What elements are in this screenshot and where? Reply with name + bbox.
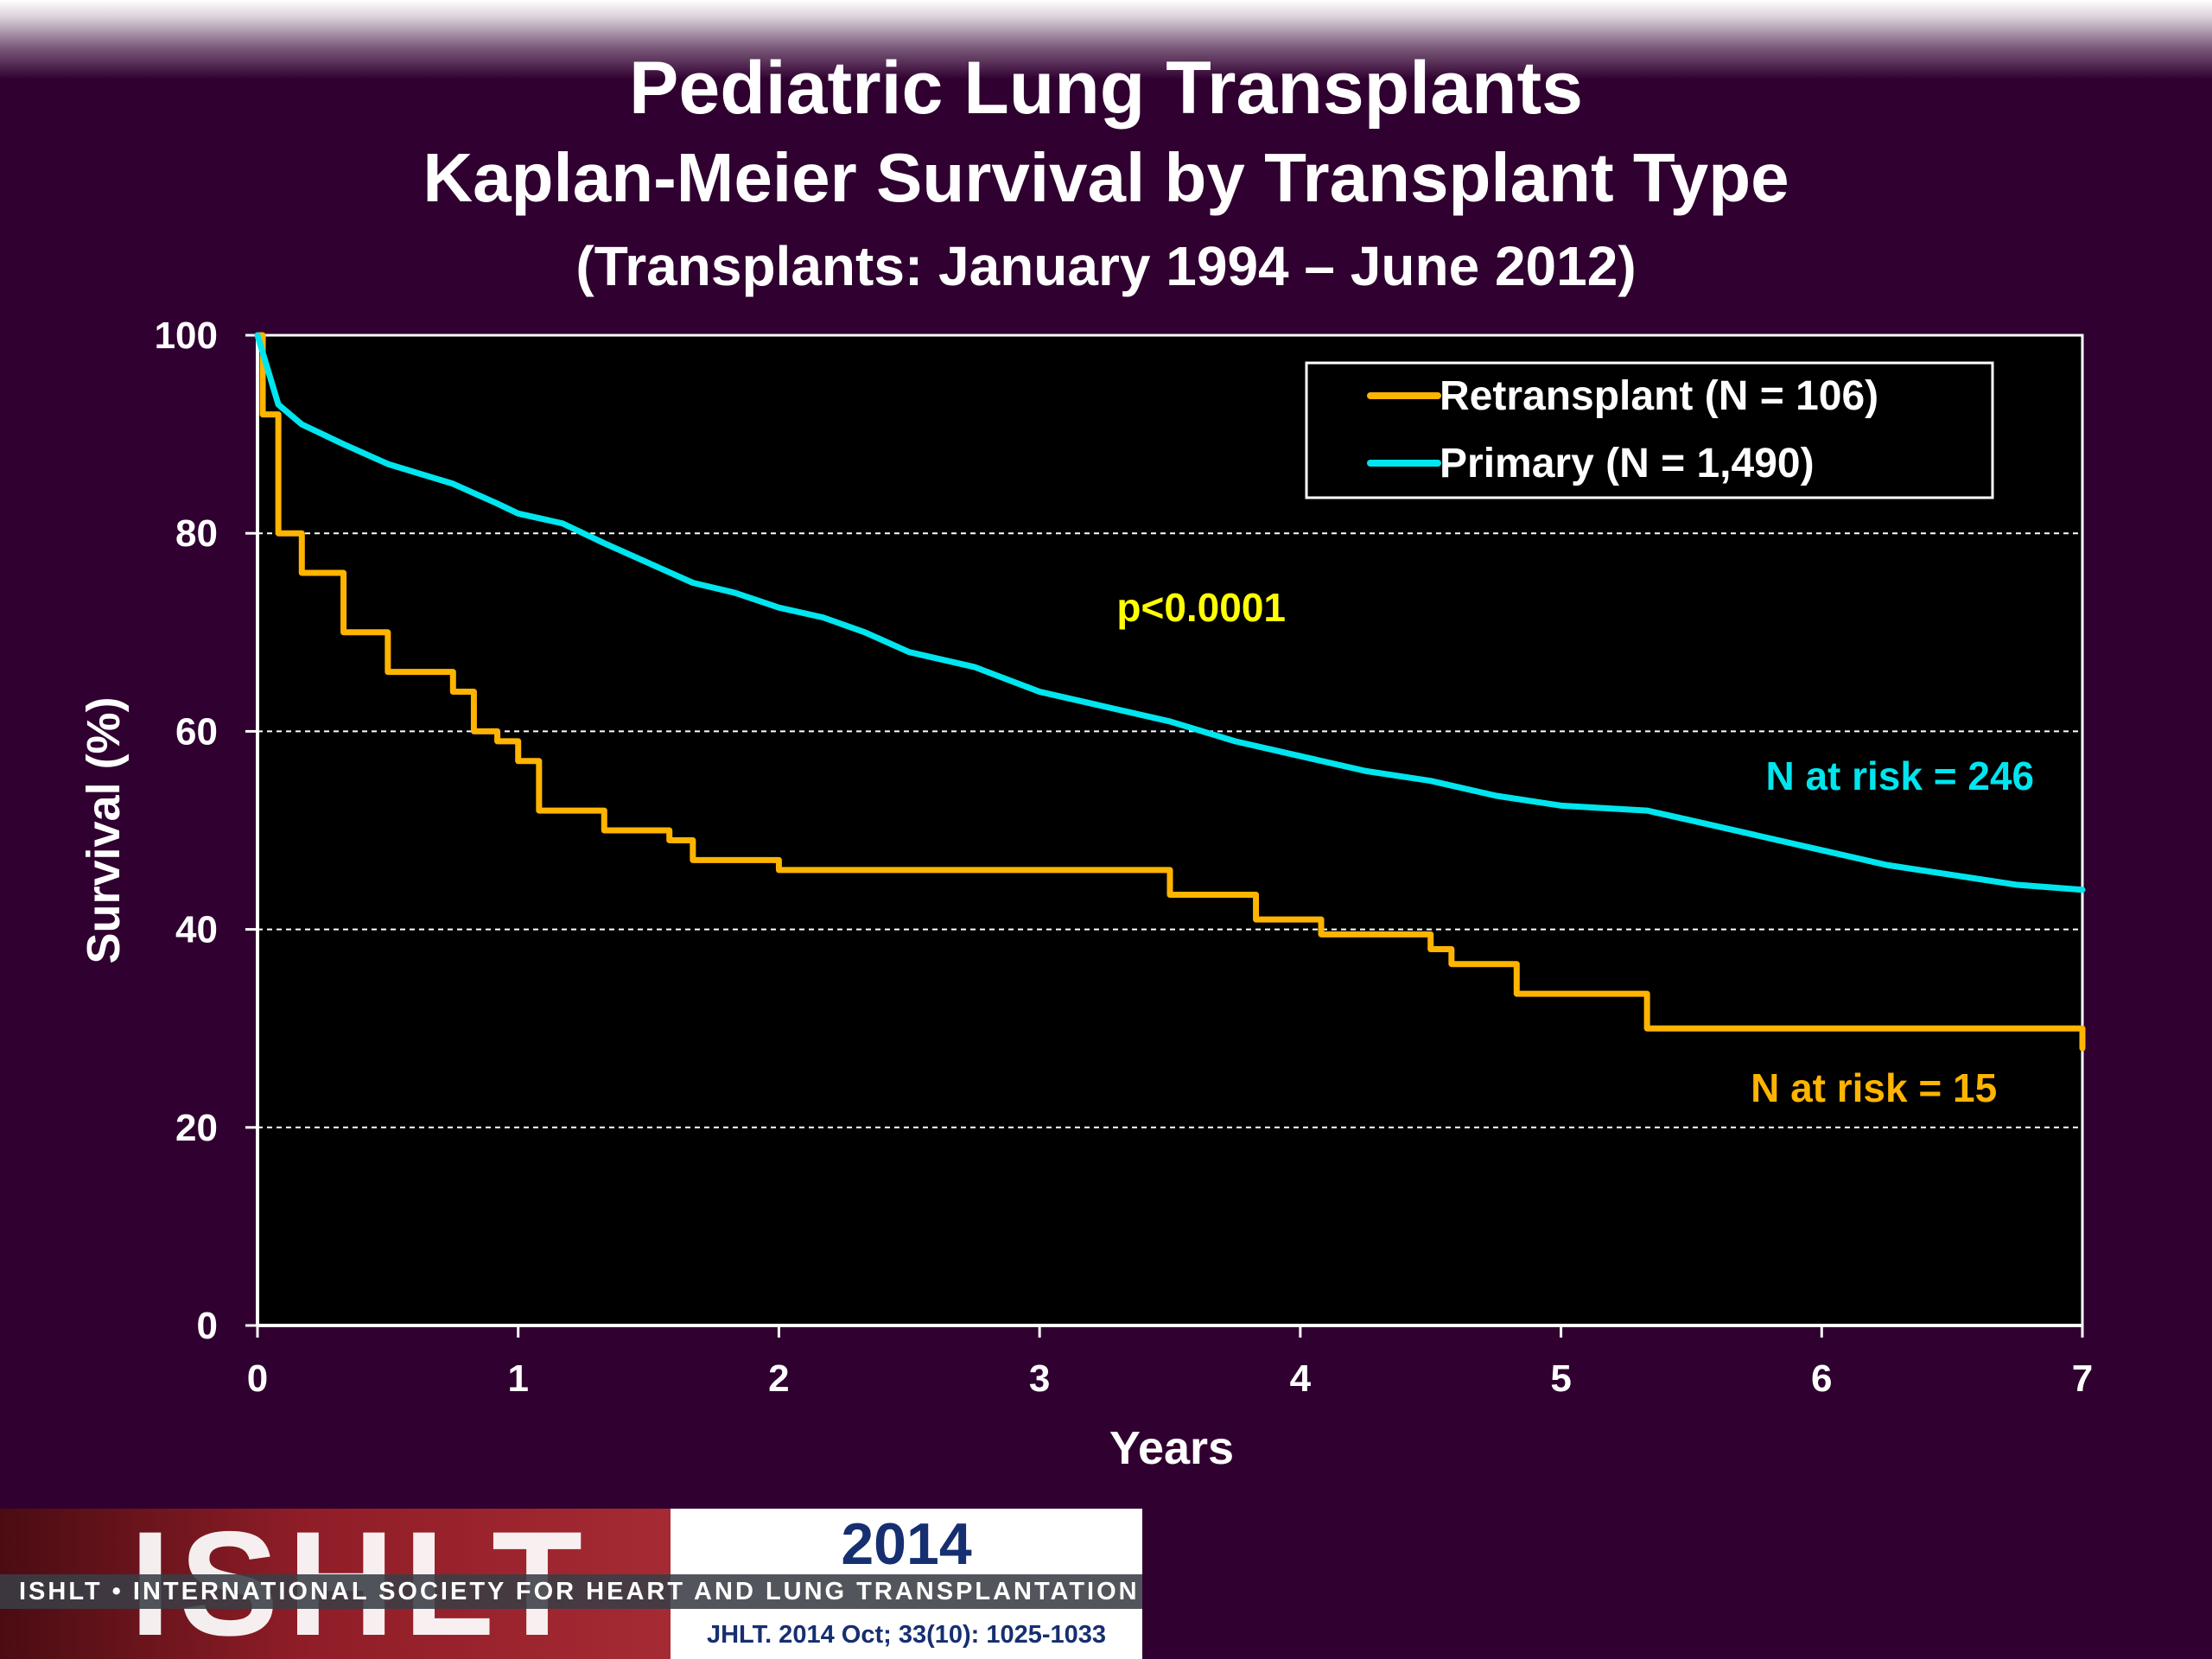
x-tick-label-5: 5 (1550, 1357, 1571, 1400)
report-year: 2014 (841, 1511, 972, 1577)
x-axis-title: Years (1109, 1422, 1234, 1474)
series-line-primary (254, 332, 2086, 893)
y-tick-label-60: 60 (175, 710, 218, 753)
top-gradient-band (0, 0, 2212, 79)
y-tick-label-80: 80 (175, 512, 218, 555)
slide-subtitle: Kaplan-Meier Survival by Transplant Type (423, 139, 1789, 216)
legend-box (1305, 361, 1994, 499)
annotation-2: N at risk = 15 (1751, 1065, 1997, 1110)
x-tick-label-3: 3 (1029, 1357, 1050, 1400)
slide-date-range: (Transplants: January 1994 – June 2012) (575, 235, 1637, 297)
legend-label-1: Primary (N = 1,490) (1440, 441, 1815, 486)
y-tick-label-100: 100 (155, 315, 218, 357)
slide-title-block: Pediatric Lung Transplants Kaplan-Meier … (0, 45, 2212, 308)
x-tick-label-2: 2 (768, 1357, 789, 1400)
survival-chart: 0 20 40 60 80 100 0 1 2 3 4 5 6 7 Years Survival (%) Ret… (78, 315, 2093, 1474)
society-banner: ISHLT • INTERNATIONAL SOCIETY FOR HEART … (0, 1574, 1142, 1609)
legend-label-0: Retransplant (N = 106) (1440, 373, 1878, 419)
ishlt-footer: ISHLT 2014 ISHLT • INTERNATIONAL SOCIETY… (0, 1509, 1142, 1659)
annotation-0: p<0.0001 (1116, 585, 1286, 630)
plot-area (256, 334, 2084, 1327)
journal-citation: JHLT. 2014 Oct; 33(10): 1025-1033 (706, 1621, 1107, 1649)
x-tick-label-4: 4 (1290, 1357, 1312, 1400)
x-tick-label-7: 7 (2072, 1357, 2093, 1400)
y-tick-label-40: 40 (175, 909, 218, 951)
y-axis-title: Survival (%) (78, 696, 130, 963)
slide-title: Pediatric Lung Transplants (629, 47, 1583, 130)
y-tick-label-0: 0 (197, 1305, 218, 1347)
x-tick-label-1: 1 (507, 1357, 528, 1400)
x-tick-label-0: 0 (247, 1357, 268, 1400)
series-line-retransplant (254, 332, 2086, 1052)
y-tick-label-20: 20 (175, 1107, 218, 1149)
annotation-1: N at risk = 246 (1765, 753, 2034, 798)
x-tick-label-6: 6 (1811, 1357, 1832, 1400)
